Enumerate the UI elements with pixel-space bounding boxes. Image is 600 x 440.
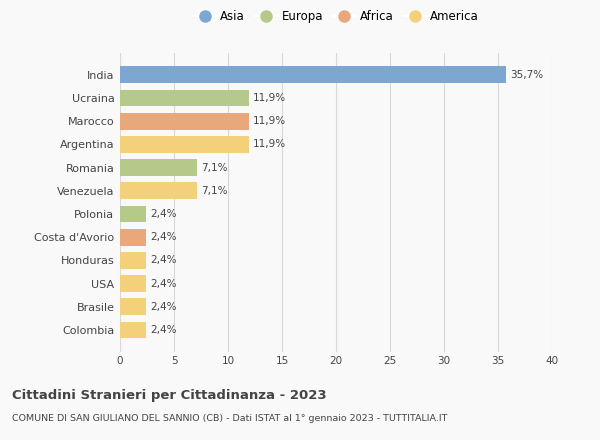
- Text: 2,4%: 2,4%: [150, 302, 177, 312]
- Text: 35,7%: 35,7%: [510, 70, 543, 80]
- Bar: [120, 183, 197, 199]
- Bar: [120, 275, 146, 292]
- Text: COMUNE DI SAN GIULIANO DEL SANNIO (CB) - Dati ISTAT al 1° gennaio 2023 - TUTTITA: COMUNE DI SAN GIULIANO DEL SANNIO (CB) -…: [12, 414, 448, 422]
- Bar: [120, 205, 146, 222]
- Bar: [120, 90, 248, 106]
- Bar: [120, 229, 146, 246]
- Text: 2,4%: 2,4%: [150, 256, 177, 265]
- Bar: [120, 136, 248, 153]
- Text: 11,9%: 11,9%: [253, 93, 286, 103]
- Bar: [120, 159, 197, 176]
- Text: 2,4%: 2,4%: [150, 209, 177, 219]
- Bar: [120, 298, 146, 315]
- Text: Cittadini Stranieri per Cittadinanza - 2023: Cittadini Stranieri per Cittadinanza - 2…: [12, 389, 326, 403]
- Legend: Asia, Europa, Africa, America: Asia, Europa, Africa, America: [191, 8, 481, 26]
- Text: 2,4%: 2,4%: [150, 232, 177, 242]
- Text: 11,9%: 11,9%: [253, 116, 286, 126]
- Text: 2,4%: 2,4%: [150, 325, 177, 335]
- Bar: [120, 113, 248, 129]
- Text: 11,9%: 11,9%: [253, 139, 286, 149]
- Text: 2,4%: 2,4%: [150, 279, 177, 289]
- Text: 7,1%: 7,1%: [201, 186, 227, 196]
- Text: 7,1%: 7,1%: [201, 163, 227, 172]
- Bar: [120, 252, 146, 269]
- Bar: [120, 66, 506, 83]
- Bar: [120, 322, 146, 338]
